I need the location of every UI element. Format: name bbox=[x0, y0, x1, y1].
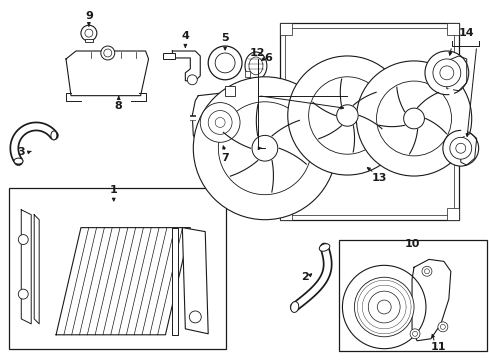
Circle shape bbox=[443, 130, 479, 166]
Polygon shape bbox=[172, 228, 178, 335]
Circle shape bbox=[187, 75, 197, 85]
Text: 8: 8 bbox=[115, 100, 122, 111]
Circle shape bbox=[410, 329, 420, 339]
Circle shape bbox=[424, 269, 429, 274]
Bar bbox=[447, 23, 459, 35]
Bar bbox=[340, 239, 487, 351]
Circle shape bbox=[189, 311, 201, 323]
Polygon shape bbox=[192, 93, 248, 152]
Bar bbox=[164, 53, 175, 59]
Circle shape bbox=[18, 235, 28, 244]
Polygon shape bbox=[172, 51, 200, 81]
Ellipse shape bbox=[245, 52, 267, 80]
Text: 4: 4 bbox=[181, 31, 189, 41]
Ellipse shape bbox=[51, 131, 57, 140]
Text: 7: 7 bbox=[221, 153, 229, 163]
Circle shape bbox=[438, 322, 448, 332]
Circle shape bbox=[425, 51, 469, 95]
Circle shape bbox=[337, 105, 358, 126]
Text: 10: 10 bbox=[404, 239, 420, 249]
Text: 3: 3 bbox=[18, 147, 25, 157]
Circle shape bbox=[450, 137, 472, 159]
Bar bbox=[447, 208, 459, 220]
Ellipse shape bbox=[249, 57, 263, 75]
Circle shape bbox=[368, 291, 400, 323]
Circle shape bbox=[101, 46, 115, 60]
Text: 6: 6 bbox=[264, 53, 272, 63]
Circle shape bbox=[288, 56, 407, 175]
Polygon shape bbox=[461, 133, 477, 165]
Bar bbox=[280, 23, 459, 220]
Ellipse shape bbox=[319, 244, 330, 251]
Bar bbox=[285, 28, 454, 215]
Text: 14: 14 bbox=[459, 28, 474, 38]
Circle shape bbox=[309, 77, 386, 154]
Circle shape bbox=[413, 331, 417, 336]
Text: 11: 11 bbox=[431, 342, 447, 352]
Circle shape bbox=[18, 289, 28, 299]
Bar bbox=[225, 86, 235, 96]
Circle shape bbox=[354, 277, 414, 337]
Circle shape bbox=[404, 108, 424, 129]
Circle shape bbox=[215, 117, 225, 127]
Bar bbox=[280, 23, 292, 35]
Text: 1: 1 bbox=[110, 185, 118, 195]
Polygon shape bbox=[66, 51, 148, 96]
Circle shape bbox=[252, 135, 278, 161]
Bar bbox=[280, 208, 292, 220]
Text: 5: 5 bbox=[221, 33, 229, 43]
Circle shape bbox=[356, 61, 472, 176]
Circle shape bbox=[193, 77, 337, 220]
Text: 12: 12 bbox=[250, 48, 266, 58]
Circle shape bbox=[433, 59, 461, 87]
Text: 13: 13 bbox=[371, 173, 387, 183]
Bar bbox=[9, 188, 226, 349]
Circle shape bbox=[376, 81, 451, 156]
Bar bbox=[245, 71, 250, 77]
Text: 2: 2 bbox=[301, 272, 309, 282]
Ellipse shape bbox=[291, 302, 299, 312]
Circle shape bbox=[208, 111, 232, 134]
Polygon shape bbox=[56, 228, 190, 335]
Polygon shape bbox=[182, 228, 208, 334]
Circle shape bbox=[200, 103, 240, 142]
Circle shape bbox=[208, 46, 242, 80]
Polygon shape bbox=[447, 56, 467, 91]
Circle shape bbox=[456, 143, 466, 153]
Circle shape bbox=[441, 324, 445, 329]
Bar bbox=[85, 39, 93, 42]
Circle shape bbox=[440, 66, 454, 80]
Circle shape bbox=[377, 300, 391, 314]
Circle shape bbox=[343, 265, 426, 349]
Circle shape bbox=[422, 266, 432, 276]
Circle shape bbox=[85, 29, 93, 37]
Polygon shape bbox=[21, 210, 31, 324]
Text: 9: 9 bbox=[85, 11, 93, 21]
Polygon shape bbox=[412, 260, 451, 341]
Polygon shape bbox=[34, 215, 39, 324]
Circle shape bbox=[215, 53, 235, 73]
Circle shape bbox=[219, 102, 312, 195]
Circle shape bbox=[104, 49, 112, 57]
Circle shape bbox=[81, 25, 97, 41]
Ellipse shape bbox=[14, 158, 23, 164]
